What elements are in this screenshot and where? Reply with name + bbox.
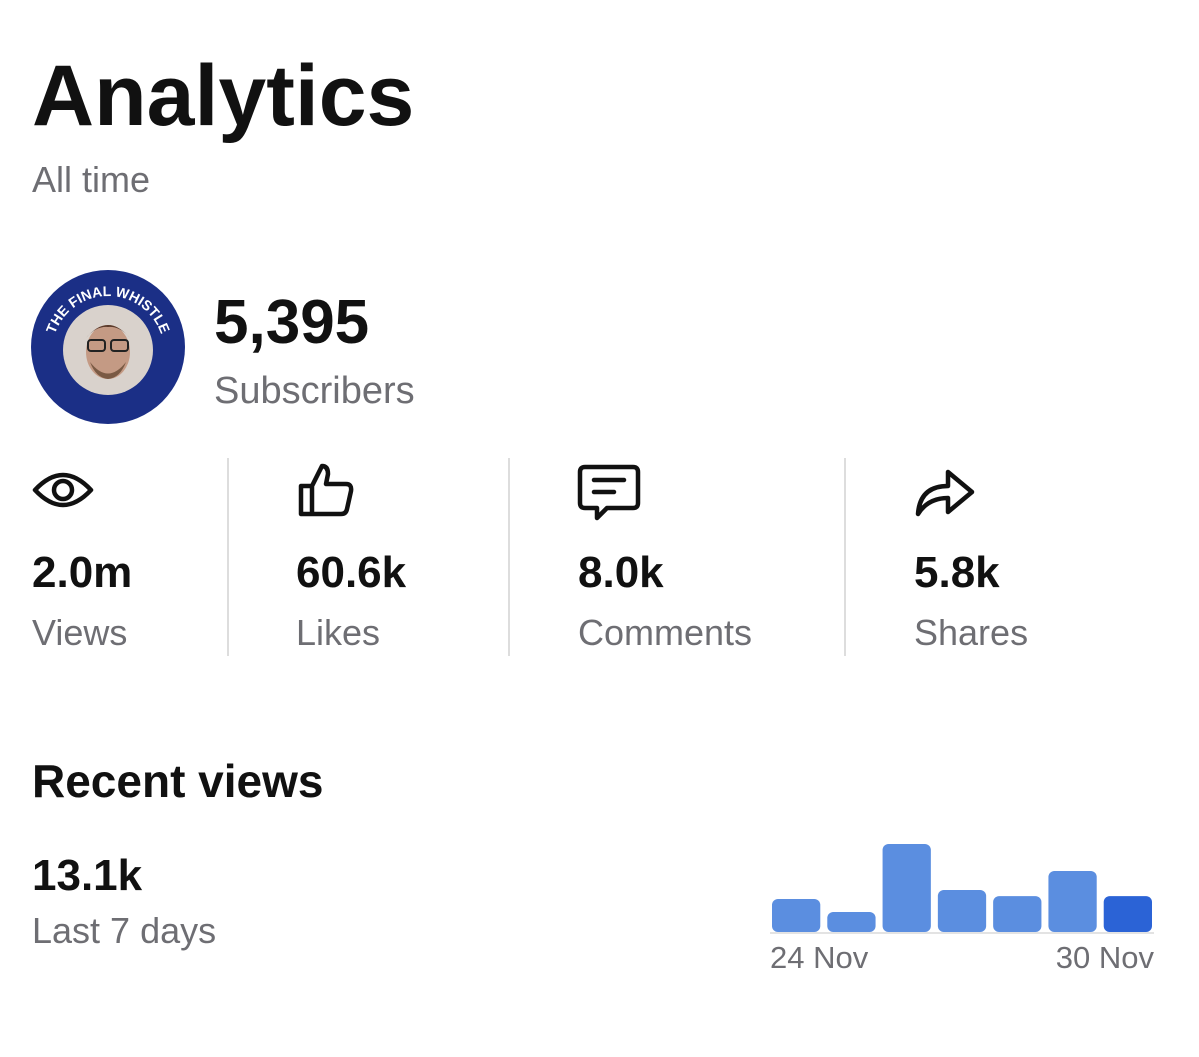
stat-label: Views bbox=[32, 612, 127, 653]
bar bbox=[937, 890, 987, 932]
stat-value: 60.6k bbox=[296, 548, 407, 597]
subscriber-label: Subscribers bbox=[214, 370, 415, 412]
time-range: All time bbox=[32, 159, 150, 200]
stat-value: 5.8k bbox=[914, 548, 1000, 597]
bar bbox=[1048, 871, 1097, 932]
recent-period: Last 7 days bbox=[32, 910, 216, 951]
bar bbox=[827, 911, 876, 932]
x-tick-label: 30 Nov bbox=[1056, 940, 1155, 975]
stat-value: 8.0k bbox=[578, 548, 664, 597]
page-title: Analytics bbox=[32, 48, 414, 144]
stat-label: Shares bbox=[914, 612, 1028, 653]
avatar: THE FINAL WHISTLE bbox=[31, 270, 185, 424]
bar bbox=[772, 898, 821, 932]
stat-icons bbox=[32, 463, 975, 521]
subscriber-count: 5,395 bbox=[214, 288, 369, 357]
recent-total: 13.1k bbox=[32, 851, 143, 900]
section-title: Recent views bbox=[32, 755, 323, 807]
stat-label: Likes bbox=[296, 612, 380, 653]
bar bbox=[882, 844, 931, 932]
stat-value: 2.0m bbox=[32, 548, 132, 597]
x-tick-label: 24 Nov bbox=[770, 940, 869, 975]
stat-label: Comments bbox=[578, 612, 752, 653]
bar bbox=[993, 896, 1042, 932]
bar bbox=[1103, 896, 1152, 932]
